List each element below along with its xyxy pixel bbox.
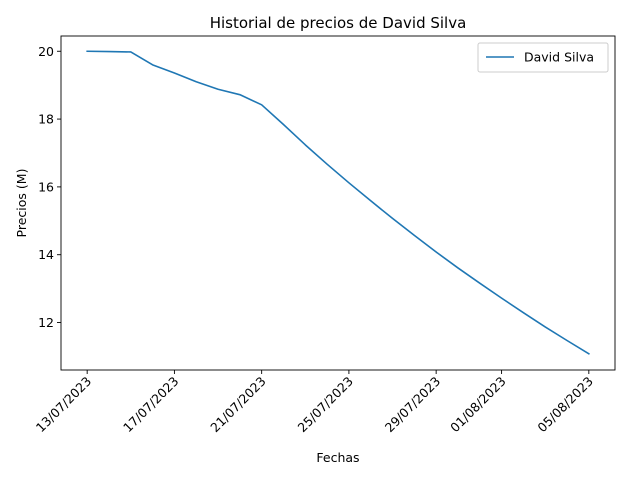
y-tick-label: 20 bbox=[38, 44, 54, 59]
axes-frame bbox=[60, 35, 616, 371]
x-tick-label: 29/07/2023 bbox=[382, 374, 444, 436]
x-axis-label: Fechas bbox=[316, 450, 359, 465]
y-axis-label: Precios (M) bbox=[14, 169, 29, 238]
x-tick-label: 17/07/2023 bbox=[120, 374, 182, 436]
y-tick-label: 12 bbox=[38, 315, 54, 330]
x-tick-label: 05/08/2023 bbox=[534, 374, 596, 436]
x-tick-label: 01/08/2023 bbox=[447, 374, 509, 436]
y-tick-label: 18 bbox=[38, 112, 54, 127]
legend: David Silva bbox=[477, 42, 609, 73]
y-tick-label: 16 bbox=[38, 179, 54, 194]
series-line-david-silva bbox=[86, 50, 590, 355]
legend-box bbox=[477, 42, 609, 73]
x-axis: 13/07/2023 17/07/2023 21/07/2023 25/07/2023… bbox=[33, 370, 596, 435]
y-axis: 12 14 16 18 20 bbox=[38, 44, 61, 330]
chart-title: Historial de precios de David Silva bbox=[210, 14, 467, 32]
y-tick-label: 14 bbox=[38, 247, 54, 262]
x-tick-label: 25/07/2023 bbox=[294, 374, 356, 436]
plot-area bbox=[86, 50, 590, 355]
x-tick-label: 21/07/2023 bbox=[207, 374, 269, 436]
x-tick-label: 13/07/2023 bbox=[33, 374, 95, 436]
legend-label-david-silva: David Silva bbox=[524, 50, 594, 65]
